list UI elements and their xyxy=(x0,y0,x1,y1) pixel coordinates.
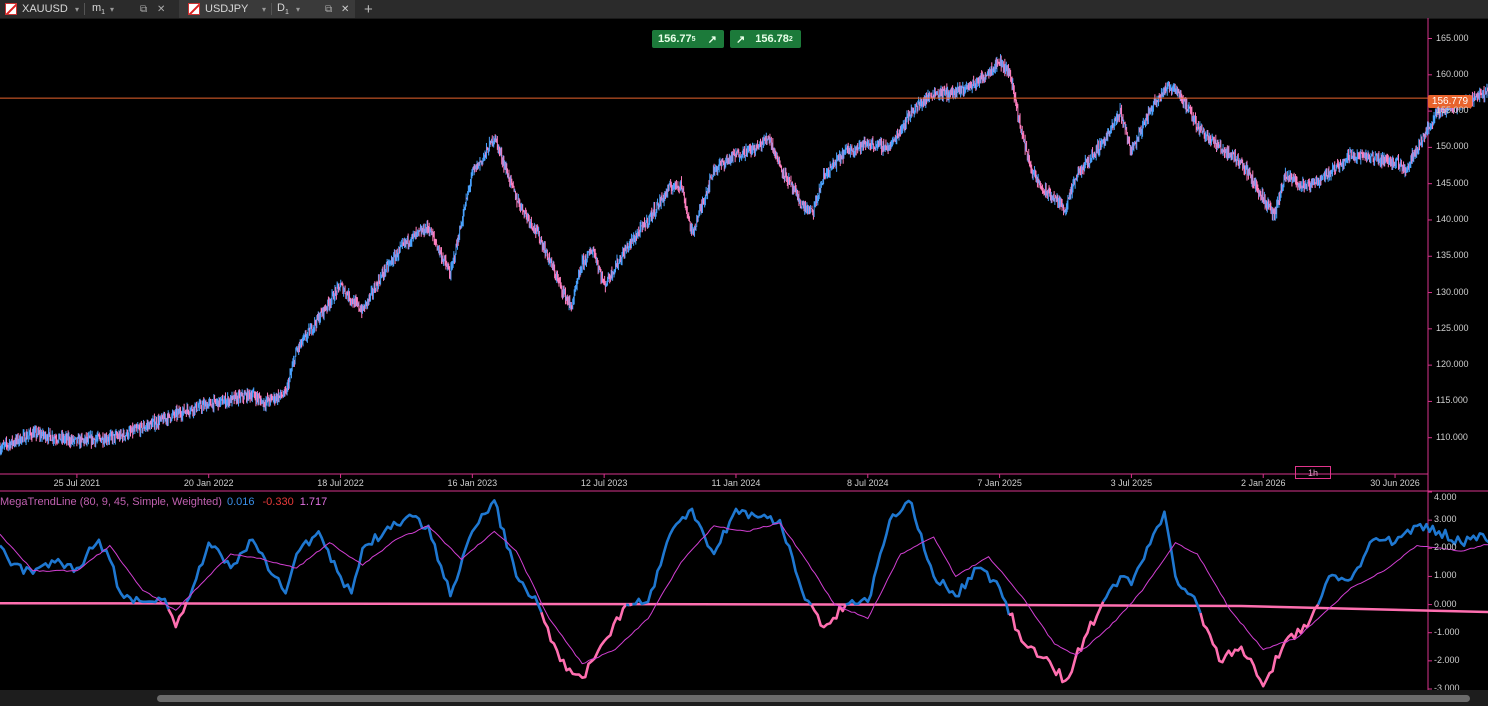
oscillator-down-segment xyxy=(1199,603,1320,688)
price-tick-label: 135.000 xyxy=(1436,250,1469,261)
time-tick-label: 16 Jan 2023 xyxy=(447,478,498,488)
oscillator-up-segment xyxy=(845,499,1011,616)
indicator-tick-label: -2.000 xyxy=(1434,654,1460,665)
symbol-flag-icon xyxy=(5,3,17,15)
time-tick-label: 7 Jan 2025 xyxy=(977,478,1022,488)
indicator-tick-label: 4.000 xyxy=(1434,492,1457,502)
buy-button[interactable]: ↗ 156.78 2 xyxy=(730,30,801,48)
price-tick-label: 130.000 xyxy=(1436,286,1469,297)
time-tick-label: 2 Jan 2026 xyxy=(1240,478,1286,488)
price-tick-label: 150.000 xyxy=(1436,141,1469,152)
indicator-legend[interactable]: MegaTrendLine (80, 9, 45, Simple, Weight… xyxy=(0,496,327,508)
arrow-up-right-icon: ↗ xyxy=(707,33,717,46)
price-tick-label: 120.000 xyxy=(1436,359,1469,370)
oscillator-down-segment xyxy=(167,601,188,629)
tab-symbol-label: XAUUSD xyxy=(22,3,68,15)
oscillator-up-segment xyxy=(1102,510,1202,614)
symbol-flag-icon xyxy=(188,3,200,15)
time-tick-label: 11 Jan 2024 xyxy=(711,478,761,488)
chevron-down-icon[interactable]: ▾ xyxy=(75,4,80,14)
indicator-tick-label: 0.000 xyxy=(1434,598,1457,609)
indicator-tick-label: 3.000 xyxy=(1434,514,1457,525)
close-icon[interactable]: ✕ xyxy=(157,3,166,15)
oscillator-up-segment xyxy=(0,538,170,610)
detach-icon[interactable]: ⧉ xyxy=(140,3,148,15)
indicator-name: MegaTrendLine (80, 9, 45, Simple, Weight… xyxy=(0,496,222,508)
price-tick-label: 155.000 xyxy=(1436,105,1469,116)
indicator-baseline xyxy=(0,601,1488,614)
tab-bar: XAUUSD ▾ m1 ▾ ⧉ ✕ USDJPY ▾ D1 ▾ ⧉ ✕ + xyxy=(0,0,1488,19)
indicator-tick-label: -1.000 xyxy=(1434,626,1460,637)
tab-xauusd[interactable]: XAUUSD ▾ m1 ▾ ⧉ ✕ xyxy=(0,0,176,18)
price-tick-label: 110.000 xyxy=(1436,431,1468,442)
chevron-down-icon[interactable]: ▾ xyxy=(296,4,301,14)
horizontal-scrollbar[interactable] xyxy=(0,690,1488,706)
oscillator-up-segment xyxy=(625,603,630,607)
price-tick-label: 125.000 xyxy=(1436,322,1469,333)
indicator-value-3: 1.717 xyxy=(299,496,328,508)
time-tick-label: 12 Jul 2023 xyxy=(580,478,628,488)
chevron-down-icon[interactable]: ▾ xyxy=(262,4,267,14)
indicator-value-1: 0.016 xyxy=(226,496,255,508)
time-tick-label: 8 Jul 2024 xyxy=(847,478,889,488)
oscillator-down-segment xyxy=(540,603,628,679)
new-tab-button[interactable]: + xyxy=(364,0,373,18)
price-tick-label: 145.000 xyxy=(1436,177,1469,188)
oscillator-down-segment xyxy=(810,604,847,629)
time-tick-label: 25 Jul 2021 xyxy=(53,478,101,488)
tab-usdjpy[interactable]: USDJPY ▾ D1 ▾ ⧉ ✕ xyxy=(179,0,355,18)
oscillator-up-segment xyxy=(185,499,543,613)
timeframe-selector[interactable]: m1 xyxy=(92,1,106,17)
chevron-down-icon[interactable]: ▾ xyxy=(110,4,115,14)
price-tick-label: 140.000 xyxy=(1436,213,1469,224)
close-icon[interactable]: ✕ xyxy=(341,3,350,15)
price-tick-label: 165.000 xyxy=(1436,32,1469,43)
price-tick-label: 115.000 xyxy=(1436,395,1468,406)
timeframe-badge[interactable]: 1h xyxy=(1295,466,1331,479)
indicator-tick-label: 2.000 xyxy=(1434,542,1457,553)
oscillator-up-segment xyxy=(1316,522,1488,606)
detach-icon[interactable]: ⧉ xyxy=(325,3,333,15)
current-price-tag: 156.779 xyxy=(1428,95,1472,108)
tab-symbol-label: USDJPY xyxy=(205,3,249,15)
indicator-value-2: -0.330 xyxy=(262,496,294,508)
indicator-signal-line xyxy=(0,522,1488,665)
indicator-tick-label: 1.000 xyxy=(1434,570,1457,581)
scrollbar-thumb[interactable] xyxy=(157,695,1470,702)
oscillator-up-segment xyxy=(632,507,813,606)
timeframe-selector[interactable]: D1 xyxy=(277,1,289,17)
sell-button[interactable]: 156.77 5 ↗ xyxy=(652,30,724,48)
time-tick-label: 3 Jul 2025 xyxy=(1110,478,1153,488)
chart-canvas[interactable] xyxy=(0,0,1488,690)
time-tick-label: 18 Jul 2022 xyxy=(317,478,364,488)
indicator-tick-label: -3.000 xyxy=(1434,683,1460,693)
price-tick-label: 160.000 xyxy=(1436,68,1469,79)
oscillator-down-segment xyxy=(1008,601,1105,684)
time-tick-label: 30 Jun 2026 xyxy=(1370,478,1420,488)
oscillator-down-segment xyxy=(628,603,633,607)
time-tick-label: 20 Jan 2022 xyxy=(183,478,234,488)
arrow-up-right-icon: ↗ xyxy=(736,33,746,46)
